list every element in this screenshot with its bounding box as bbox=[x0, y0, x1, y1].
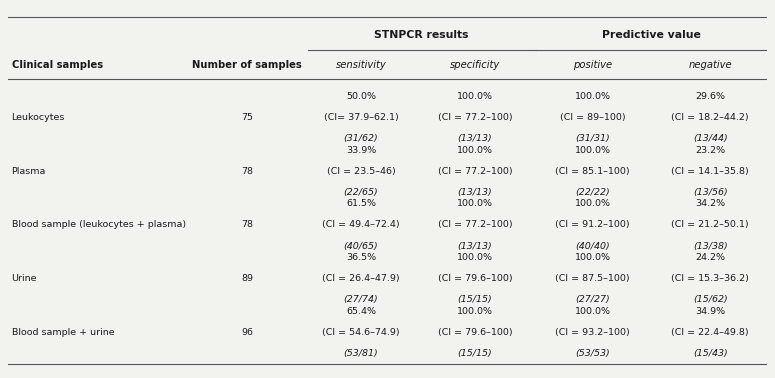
Text: (15/43): (15/43) bbox=[693, 349, 728, 358]
Text: (13/44): (13/44) bbox=[693, 134, 728, 143]
Text: 50.0%: 50.0% bbox=[346, 92, 376, 101]
Text: (CI = 79.6–100): (CI = 79.6–100) bbox=[438, 274, 512, 283]
Text: Plasma: Plasma bbox=[12, 167, 46, 176]
Text: (CI = 23.5–46): (CI = 23.5–46) bbox=[326, 167, 395, 176]
Text: 34.2%: 34.2% bbox=[695, 199, 725, 208]
Text: (40/65): (40/65) bbox=[343, 242, 378, 251]
Text: 78: 78 bbox=[241, 167, 253, 176]
Text: (CI = 21.2–50.1): (CI = 21.2–50.1) bbox=[671, 220, 749, 229]
Text: Blood sample (leukocytes + plasma): Blood sample (leukocytes + plasma) bbox=[12, 220, 186, 229]
Text: (27/27): (27/27) bbox=[575, 295, 610, 304]
Text: 34.9%: 34.9% bbox=[695, 307, 725, 316]
Text: 100.0%: 100.0% bbox=[574, 199, 611, 208]
Text: 100.0%: 100.0% bbox=[456, 146, 493, 155]
Text: (CI = 85.1–100): (CI = 85.1–100) bbox=[555, 167, 630, 176]
Text: 65.4%: 65.4% bbox=[346, 307, 376, 316]
Text: 100.0%: 100.0% bbox=[574, 146, 611, 155]
Text: (CI = 49.4–72.4): (CI = 49.4–72.4) bbox=[322, 220, 400, 229]
Text: (13/13): (13/13) bbox=[457, 242, 492, 251]
Text: positive: positive bbox=[573, 60, 612, 70]
Text: (CI = 54.6–74.9): (CI = 54.6–74.9) bbox=[322, 328, 400, 337]
Text: (40/40): (40/40) bbox=[575, 242, 610, 251]
Text: 24.2%: 24.2% bbox=[695, 253, 725, 262]
Text: (CI = 79.6–100): (CI = 79.6–100) bbox=[438, 328, 512, 337]
Text: 100.0%: 100.0% bbox=[456, 92, 493, 101]
Text: Clinical samples: Clinical samples bbox=[12, 60, 102, 70]
Text: Number of samples: Number of samples bbox=[192, 60, 302, 70]
Text: (CI = 93.2–100): (CI = 93.2–100) bbox=[555, 328, 630, 337]
Text: (15/15): (15/15) bbox=[457, 295, 492, 304]
Text: (CI = 18.2–44.2): (CI = 18.2–44.2) bbox=[671, 113, 749, 122]
Text: (22/65): (22/65) bbox=[343, 188, 378, 197]
Text: (CI = 77.2–100): (CI = 77.2–100) bbox=[438, 113, 512, 122]
Text: (CI = 22.4–49.8): (CI = 22.4–49.8) bbox=[671, 328, 749, 337]
Text: 78: 78 bbox=[241, 220, 253, 229]
Text: (22/22): (22/22) bbox=[575, 188, 610, 197]
Text: 100.0%: 100.0% bbox=[574, 307, 611, 316]
Text: 33.9%: 33.9% bbox=[346, 146, 376, 155]
Text: (13/13): (13/13) bbox=[457, 134, 492, 143]
Text: 100.0%: 100.0% bbox=[574, 92, 611, 101]
Text: Blood sample + urine: Blood sample + urine bbox=[12, 328, 114, 337]
Text: 96: 96 bbox=[241, 328, 253, 337]
Text: (CI = 77.2–100): (CI = 77.2–100) bbox=[438, 167, 512, 176]
Text: 89: 89 bbox=[241, 274, 253, 283]
Text: (13/56): (13/56) bbox=[693, 188, 728, 197]
Text: 23.2%: 23.2% bbox=[695, 146, 725, 155]
Text: 100.0%: 100.0% bbox=[574, 253, 611, 262]
Text: (CI = 14.1–35.8): (CI = 14.1–35.8) bbox=[671, 167, 749, 176]
Text: 100.0%: 100.0% bbox=[456, 307, 493, 316]
Text: 61.5%: 61.5% bbox=[346, 199, 376, 208]
Text: (CI = 77.2–100): (CI = 77.2–100) bbox=[438, 220, 512, 229]
Text: 29.6%: 29.6% bbox=[695, 92, 725, 101]
Text: 36.5%: 36.5% bbox=[346, 253, 376, 262]
Text: 100.0%: 100.0% bbox=[456, 199, 493, 208]
Text: Leukocytes: Leukocytes bbox=[12, 113, 65, 122]
Text: (CI = 87.5–100): (CI = 87.5–100) bbox=[555, 274, 630, 283]
Text: Urine: Urine bbox=[12, 274, 37, 283]
Text: (CI = 89–100): (CI = 89–100) bbox=[560, 113, 625, 122]
Text: Predictive value: Predictive value bbox=[602, 30, 701, 40]
Text: (13/13): (13/13) bbox=[457, 188, 492, 197]
Text: (13/38): (13/38) bbox=[693, 242, 728, 251]
Text: (15/15): (15/15) bbox=[457, 349, 492, 358]
Text: specificity: specificity bbox=[449, 60, 500, 70]
Text: negative: negative bbox=[688, 60, 732, 70]
Text: 75: 75 bbox=[241, 113, 253, 122]
Text: sensitivity: sensitivity bbox=[336, 60, 386, 70]
Text: (CI = 26.4–47.9): (CI = 26.4–47.9) bbox=[322, 274, 400, 283]
Text: (53/53): (53/53) bbox=[575, 349, 610, 358]
Text: (27/74): (27/74) bbox=[343, 295, 378, 304]
Text: (CI = 15.3–36.2): (CI = 15.3–36.2) bbox=[671, 274, 749, 283]
Text: (15/62): (15/62) bbox=[693, 295, 728, 304]
Text: (31/31): (31/31) bbox=[575, 134, 610, 143]
Text: (CI= 37.9–62.1): (CI= 37.9–62.1) bbox=[323, 113, 398, 122]
Text: STNPCR results: STNPCR results bbox=[374, 30, 469, 40]
Text: 100.0%: 100.0% bbox=[456, 253, 493, 262]
Text: (53/81): (53/81) bbox=[343, 349, 378, 358]
Text: (CI = 91.2–100): (CI = 91.2–100) bbox=[555, 220, 630, 229]
Text: (31/62): (31/62) bbox=[343, 134, 378, 143]
